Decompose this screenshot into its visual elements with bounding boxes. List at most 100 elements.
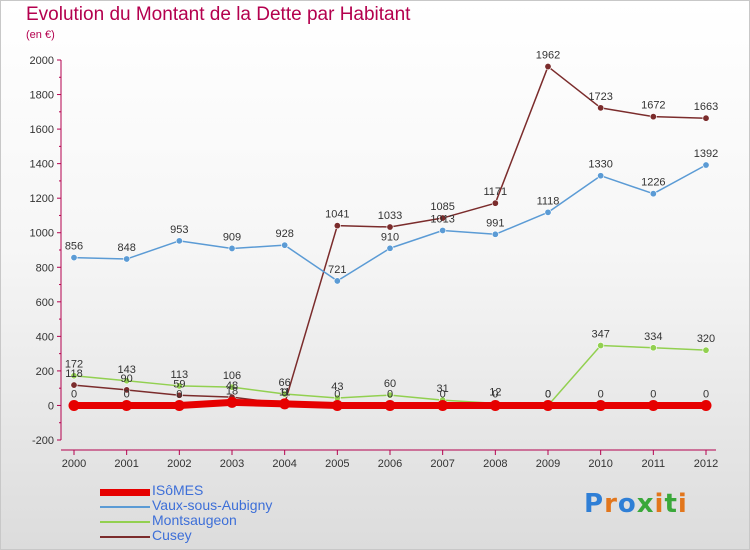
data-label: 910 bbox=[381, 231, 399, 243]
x-tick-label: 2003 bbox=[220, 458, 244, 470]
chart-title: Evolution du Montant de la Dette par Hab… bbox=[26, 4, 411, 25]
data-label: 48 bbox=[226, 380, 238, 392]
data-label: 334 bbox=[644, 331, 662, 343]
data-point bbox=[70, 372, 78, 380]
data-label: 172 bbox=[65, 359, 83, 371]
data-point bbox=[281, 390, 289, 398]
x-tick-label: 2002 bbox=[167, 458, 191, 470]
legend-label: Cusey bbox=[152, 527, 192, 543]
unit-label: (en €) bbox=[26, 29, 55, 41]
y-tick-label: 400 bbox=[36, 331, 54, 343]
data-label: 1013 bbox=[430, 213, 454, 225]
x-tick-label: 2000 bbox=[62, 458, 86, 470]
data-label: 1085 bbox=[430, 201, 454, 213]
data-label: 1330 bbox=[588, 159, 612, 171]
data-label: 909 bbox=[223, 231, 241, 243]
legend-swatch bbox=[100, 536, 150, 538]
data-point bbox=[647, 399, 659, 411]
data-label: 118 bbox=[65, 368, 83, 380]
x-tick-label: 2008 bbox=[483, 458, 507, 470]
data-label: 1033 bbox=[378, 210, 402, 222]
y-tick-label: 1600 bbox=[30, 124, 54, 136]
data-point bbox=[331, 399, 343, 411]
data-label: 0 bbox=[176, 388, 182, 400]
x-tick-label: 2009 bbox=[536, 458, 560, 470]
data-point bbox=[333, 222, 341, 230]
data-label: 848 bbox=[117, 242, 135, 254]
data-label: 856 bbox=[65, 241, 83, 253]
data-label: 0 bbox=[545, 388, 551, 400]
data-point bbox=[175, 382, 183, 390]
data-label: 12 bbox=[489, 386, 501, 398]
x-tick-label: 2006 bbox=[378, 458, 402, 470]
data-point bbox=[123, 255, 131, 263]
data-label: 59 bbox=[173, 378, 185, 390]
data-label: 1723 bbox=[588, 91, 612, 103]
data-point bbox=[228, 383, 236, 391]
data-label: 0 bbox=[598, 388, 604, 400]
data-point bbox=[279, 398, 291, 410]
data-point bbox=[649, 190, 657, 198]
y-tick-label: -200 bbox=[32, 435, 54, 447]
data-label: 0 bbox=[650, 388, 656, 400]
data-label: 991 bbox=[486, 217, 504, 229]
data-point bbox=[439, 214, 447, 222]
data-point bbox=[226, 396, 238, 408]
data-label: 0 bbox=[492, 388, 498, 400]
data-point bbox=[173, 399, 185, 411]
legend-swatch bbox=[100, 506, 150, 508]
data-label: 347 bbox=[591, 329, 609, 341]
data-label: 90 bbox=[121, 373, 133, 385]
data-point bbox=[333, 277, 341, 285]
y-tick-label: 200 bbox=[36, 366, 54, 378]
series-line-1 bbox=[73, 164, 707, 282]
data-label: 0 bbox=[334, 388, 340, 400]
proxiti-logo: Proxiti bbox=[584, 489, 688, 519]
data-point bbox=[439, 226, 447, 234]
y-tick-label: 1800 bbox=[30, 90, 54, 102]
x-tick-label: 2005 bbox=[325, 458, 349, 470]
data-label: 1171 bbox=[484, 186, 508, 198]
x-tick-label: 2001 bbox=[114, 458, 138, 470]
data-point bbox=[437, 399, 449, 411]
data-point bbox=[544, 63, 552, 71]
legend-label: Montsaugeon bbox=[152, 512, 237, 528]
data-label: 928 bbox=[275, 228, 293, 240]
data-label: 1392 bbox=[694, 148, 718, 160]
y-tick-label: 2000 bbox=[30, 55, 54, 67]
data-label: 0 bbox=[71, 388, 77, 400]
y-tick-label: 1400 bbox=[30, 159, 54, 171]
data-point bbox=[491, 230, 499, 238]
data-point bbox=[121, 399, 133, 411]
data-point bbox=[597, 342, 605, 350]
data-label: 9 bbox=[282, 387, 288, 399]
data-label: 1118 bbox=[537, 195, 560, 207]
data-point bbox=[123, 377, 131, 385]
data-point bbox=[70, 381, 78, 389]
x-tick-label: 2004 bbox=[272, 458, 296, 470]
data-label: 0 bbox=[124, 388, 130, 400]
x-tick-label: 2011 bbox=[642, 458, 666, 470]
data-point bbox=[544, 208, 552, 216]
data-label: 0 bbox=[703, 388, 709, 400]
data-label: 1962 bbox=[536, 50, 560, 62]
data-label: 113 bbox=[171, 369, 189, 381]
data-label: 0 bbox=[545, 388, 551, 400]
y-tick-label: 1200 bbox=[30, 193, 54, 205]
data-point bbox=[175, 237, 183, 245]
data-point bbox=[70, 254, 78, 262]
data-label: 953 bbox=[170, 224, 188, 236]
data-point bbox=[700, 399, 712, 411]
data-point bbox=[702, 346, 710, 354]
data-label: 11 bbox=[279, 387, 290, 399]
data-point bbox=[386, 223, 394, 231]
data-point bbox=[542, 399, 554, 411]
data-label: 66 bbox=[279, 377, 291, 389]
data-point bbox=[491, 199, 499, 207]
data-label: 31 bbox=[437, 383, 449, 395]
data-label: 43 bbox=[331, 381, 343, 393]
y-tick-label: 0 bbox=[48, 400, 54, 412]
data-label: 0 bbox=[440, 388, 446, 400]
